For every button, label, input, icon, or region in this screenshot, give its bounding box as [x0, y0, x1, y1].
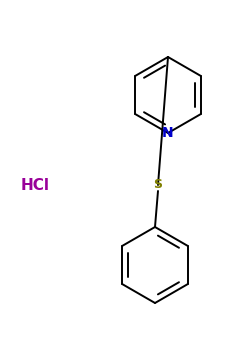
Text: HCl: HCl	[20, 177, 50, 192]
Text: N: N	[162, 126, 174, 140]
Text: S: S	[154, 178, 162, 191]
